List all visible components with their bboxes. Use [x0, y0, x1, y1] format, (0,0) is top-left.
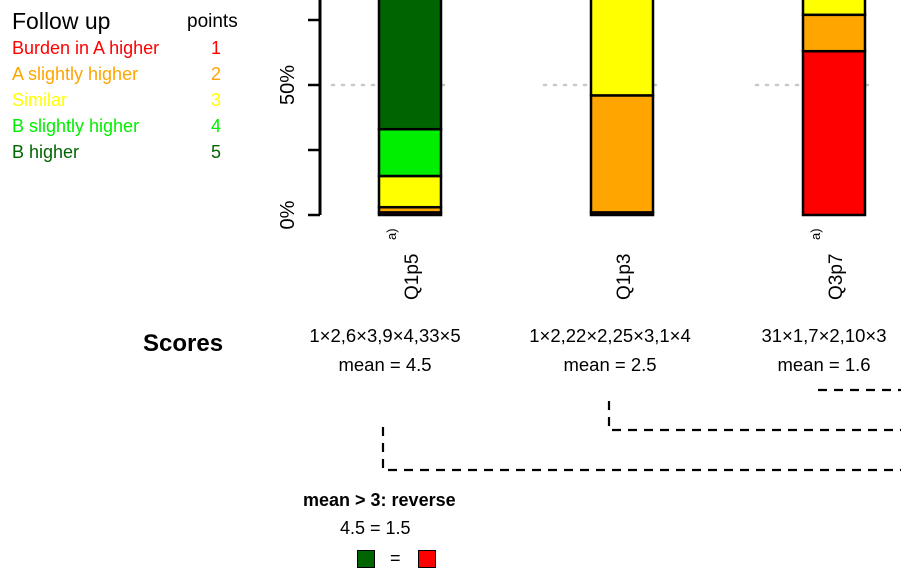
- legend-item-points: 1: [210, 38, 221, 58]
- legend-title: Follow up: [12, 8, 111, 34]
- legend-item-label: A slightly higher: [12, 64, 139, 84]
- bar-segment-q1p5: [377, 0, 443, 131]
- legend-item-label: B slightly higher: [12, 116, 140, 136]
- score-column-q3p7: 31×1,7×2,10×3 mean = 1.6: [728, 321, 901, 379]
- connector-line-q1p5: [381, 427, 901, 472]
- legend-item-points: 3: [210, 90, 221, 110]
- bar-segment-q1p3: [589, 94, 655, 214]
- legend-item-label: Burden in A higher: [12, 38, 160, 58]
- bar-segment-q3p7: [801, 13, 867, 53]
- connector-line-q1p3: [607, 401, 901, 432]
- bar-segment-q1p3: [589, 0, 655, 97]
- legend-item-points: 4: [210, 116, 221, 136]
- legend-item-a-slightly-higher: A slightly higher 2: [12, 64, 221, 85]
- reverse-rule-title: mean > 3: reverse: [303, 490, 456, 510]
- legend-item-similar: Similar 3: [12, 90, 221, 111]
- swatch-b-higher: [357, 550, 375, 568]
- y-tick-label: 50%: [277, 65, 299, 105]
- reverse-rule-equation: 4.5 = 1.5: [340, 518, 411, 538]
- bar-segment-q3p7: [801, 0, 867, 17]
- swatch-burden-a-higher: [418, 550, 436, 568]
- legend-item-label: B higher: [12, 142, 80, 162]
- score-mean: mean = 1.6: [777, 354, 871, 375]
- legend-item-b-slightly-higher: B slightly higher 4: [12, 116, 221, 137]
- y-tick-label: 0%: [277, 200, 299, 229]
- category-superscript: a): [384, 228, 399, 240]
- category-label: Q3p7: [826, 254, 847, 300]
- score-counts: 31×1,7×2,10×3: [761, 325, 887, 346]
- bar-segment-q1p5: [377, 127, 443, 178]
- score-column-q1p5: 1×2,6×3,9×4,33×5 mean = 4.5: [274, 321, 496, 379]
- legend-item-points: 2: [210, 64, 221, 84]
- bar-segment-q1p5: [377, 174, 443, 209]
- score-counts: 1×2,22×2,25×3,1×4: [529, 325, 691, 346]
- score-counts: 1×2,6×3,9×4,33×5: [309, 325, 461, 346]
- bar-segment-q3p7: [801, 49, 867, 217]
- score-mean: mean = 2.5: [563, 354, 657, 375]
- legend-item-burden-a-higher: Burden in A higher 1: [12, 38, 221, 59]
- category-label: Q1p3: [614, 254, 635, 300]
- legend-item-points: 5: [210, 142, 221, 162]
- reverse-rule-equals: =: [390, 548, 401, 568]
- scores-heading: Scores: [143, 330, 224, 357]
- score-column-q1p3: 1×2,22×2,25×3,1×4 mean = 2.5: [499, 321, 721, 379]
- legend-points-header: points: [187, 11, 238, 32]
- category-label: Q1p5: [402, 254, 423, 300]
- category-superscript: a): [808, 228, 823, 240]
- score-mean: mean = 4.5: [338, 354, 432, 375]
- legend-item-label: Similar: [12, 90, 68, 110]
- legend-item-b-higher: B higher 5: [12, 142, 221, 163]
